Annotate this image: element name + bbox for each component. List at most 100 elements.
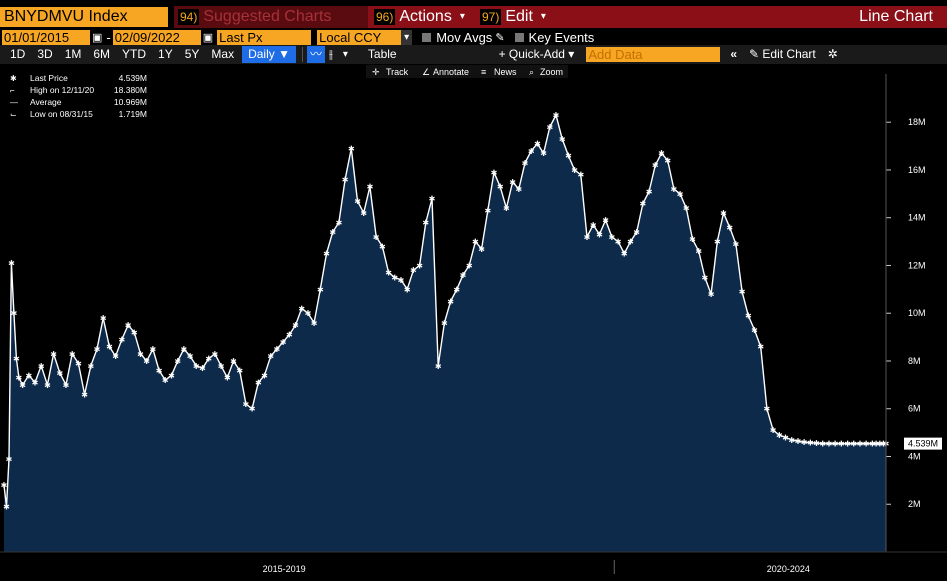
period-ytd[interactable]: YTD: [122, 47, 147, 61]
news-tool[interactable]: News: [494, 67, 517, 77]
calendar-icon[interactable]: ▣: [202, 31, 214, 44]
table-button[interactable]: Table: [367, 47, 397, 61]
period-1m[interactable]: 1M: [64, 47, 82, 61]
price-field-select[interactable]: Last Px: [217, 29, 312, 45]
data-point-marker: ✱: [25, 371, 32, 380]
data-point-marker: ✱: [379, 242, 386, 251]
edit-menu[interactable]: 97) Edit ▾: [474, 6, 560, 28]
y-tick-label: 14M: [908, 213, 926, 223]
data-point-marker: ✱: [81, 390, 88, 399]
mov-avgs-checkbox[interactable]: [422, 32, 432, 42]
key-events-checkbox[interactable]: [514, 32, 524, 42]
price-line: [3, 113, 886, 507]
data-point-marker: ✱: [230, 357, 237, 366]
data-point-marker: ✱: [491, 168, 498, 177]
caret-down-icon[interactable]: ▾: [401, 29, 413, 45]
annotate-icon: ∠: [422, 67, 430, 77]
chart-type-menu[interactable]: Line Chart: [560, 6, 947, 28]
data-point-marker: ✱: [311, 319, 318, 328]
data-point-marker: ✱: [658, 149, 665, 158]
data-point-marker: ✱: [813, 439, 820, 448]
currency-select[interactable]: Local CCY: [317, 29, 402, 45]
data-point-marker: ✱: [546, 123, 553, 132]
period-1y[interactable]: 1Y: [158, 47, 173, 61]
collapse-icon[interactable]: «: [730, 47, 738, 61]
data-point-marker: ✱: [56, 369, 63, 378]
candle-chart-icon[interactable]: ⫲: [328, 47, 333, 61]
data-point-marker: ✱: [323, 250, 330, 259]
controls-bar: 01/01/2015 ▣ - 02/09/2022 ▣ Last Px Loca…: [0, 29, 947, 45]
ticker-field[interactable]: BNYDMVU Index: [0, 7, 168, 27]
edit-chart-button[interactable]: ✎ Edit Chart: [749, 47, 816, 61]
data-point-marker: ✱: [360, 209, 367, 218]
y-tick-label: 4M: [908, 451, 921, 461]
add-data-input[interactable]: Add Data: [586, 47, 721, 62]
track-tool[interactable]: Track: [386, 67, 409, 77]
calendar-icon[interactable]: ▣: [92, 31, 103, 44]
data-point-marker: ✱: [11, 309, 18, 318]
data-point-marker: ✱: [193, 362, 200, 371]
x-axis: 2015-2019 2020-2024: [0, 551, 947, 574]
header-bar: BNYDMVU Index 94) Suggested Charts 96) A…: [0, 6, 947, 28]
suggested-charts-menu[interactable]: 94) Suggested Charts: [174, 6, 368, 28]
data-point-marker: ✱: [850, 440, 857, 449]
line-chart-icon[interactable]: 〰: [306, 46, 325, 63]
data-point-marker: ✱: [168, 371, 175, 380]
data-point-marker: ✱: [608, 233, 615, 242]
data-point-marker: ✱: [739, 288, 746, 297]
period-1d[interactable]: 1D: [10, 47, 26, 61]
period-6m[interactable]: 6M: [93, 47, 111, 61]
data-point-marker: ✱: [590, 221, 597, 230]
end-date-field[interactable]: 02/09/2022: [112, 29, 201, 45]
data-point-marker: ✱: [702, 273, 709, 282]
period-buttons: 1D 3D 1M 6M YTD 1Y 5Y Max: [4, 46, 240, 63]
zoom-icon: ⌕: [529, 67, 534, 77]
annotate-tool[interactable]: Annotate: [433, 67, 469, 77]
chart-tools: ✛ Track ∠ Annotate ≡ News ⌕ Zoom: [366, 65, 568, 78]
data-point-marker: ✱: [689, 235, 696, 244]
data-point-marker: ✱: [577, 171, 584, 180]
data-point-marker: ✱: [484, 207, 491, 216]
data-point-marker: ✱: [807, 439, 814, 448]
period-5y[interactable]: 5Y: [184, 47, 200, 61]
data-point-marker: ✱: [671, 185, 678, 194]
frequency-select[interactable]: Daily ▼: [242, 46, 296, 63]
data-point-marker: ✱: [261, 371, 268, 380]
legend-low-label: Low on 08/31/15: [30, 109, 93, 119]
period-max[interactable]: Max: [211, 47, 235, 61]
data-point-marker: ✱: [876, 440, 883, 449]
gear-icon[interactable]: ✲: [827, 47, 838, 61]
actions-menu[interactable]: 96) Actions ▾: [368, 6, 474, 28]
data-point-marker: ✱: [236, 367, 243, 376]
track-icon: ✛: [372, 67, 380, 77]
news-icon: ≡: [481, 67, 486, 77]
y-tick-label: 10M: [908, 308, 926, 318]
quick-add-button[interactable]: + Quick-Add ▾: [498, 47, 575, 61]
suggested-number: 94): [178, 9, 200, 25]
data-point-marker: ✱: [112, 352, 119, 361]
y-tick-label: 6M: [908, 404, 921, 414]
line-chart[interactable]: ✱ ✱ ✱ ✱ ✱ ✱ ✱ ✱ ✱ ✱ ✱ ✱ ✱ ✱ ✱ ✱ ✱ ✱ ✱ ✱ ✱ ✱ ✱ ✱ ✱ ✱ ✱ ✱ ✱ ✱ ✱ ✱ ✱ ✱ ✱ ✱ ✱ ✱ ✱ ✱…: [0, 64, 947, 581]
data-point-marker: ✱: [181, 345, 188, 354]
data-point-marker: ✱: [199, 364, 206, 373]
data-point-marker: ✱: [826, 439, 833, 448]
caret-down-icon[interactable]: ▾: [342, 49, 348, 60]
data-point-marker: ✱: [873, 440, 880, 449]
data-point-marker: ✱: [819, 439, 826, 448]
pencil-icon[interactable]: ✎: [495, 31, 505, 44]
period-3d[interactable]: 3D: [37, 47, 53, 61]
start-date-field[interactable]: 01/01/2015: [2, 29, 90, 45]
data-point-marker: ✱: [8, 259, 15, 268]
data-point-marker: ✱: [838, 440, 845, 449]
data-point-marker: ✱: [460, 271, 467, 280]
suggested-charts-label: Suggested Charts: [203, 8, 332, 25]
data-point-marker: ✱: [255, 378, 262, 387]
data-point-marker: ✱: [125, 321, 132, 330]
data-point-marker: ✱: [224, 374, 231, 383]
data-point-marker: ✱: [776, 431, 783, 440]
legend-high-label: High on 12/11/20: [30, 85, 94, 95]
data-point-marker: ✱: [274, 345, 281, 354]
data-point-marker: ✱: [863, 440, 870, 449]
zoom-tool[interactable]: Zoom: [540, 67, 563, 77]
data-point-marker: ✱: [522, 159, 529, 168]
